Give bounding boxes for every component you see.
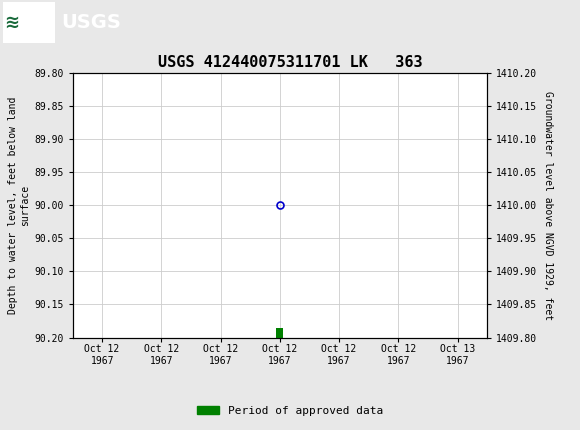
Legend: Period of approved data: Period of approved data	[193, 401, 387, 420]
Bar	[276, 328, 284, 338]
Text: USGS: USGS	[61, 13, 121, 32]
Text: USGS 412440075311701 LK   363: USGS 412440075311701 LK 363	[158, 55, 422, 70]
Bar	[3, 2, 55, 43]
Y-axis label: Groundwater level above NGVD 1929, feet: Groundwater level above NGVD 1929, feet	[543, 91, 553, 320]
Y-axis label: Depth to water level, feet below land
surface: Depth to water level, feet below land su…	[8, 97, 30, 314]
Text: ≋: ≋	[4, 14, 19, 31]
